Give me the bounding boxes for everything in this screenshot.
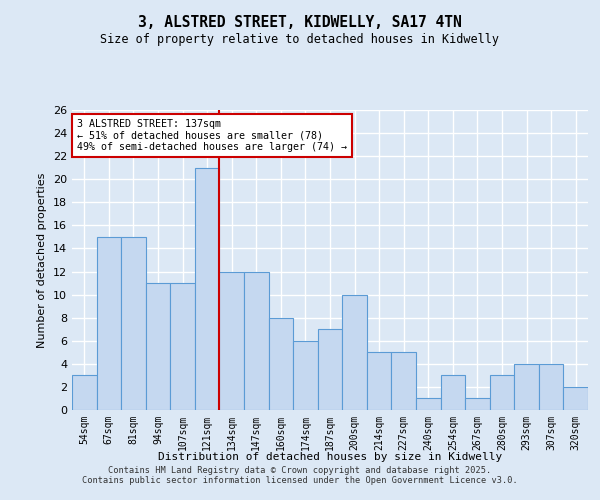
Bar [170, 283, 195, 410]
Bar [539, 364, 563, 410]
Text: Distribution of detached houses by size in Kidwelly: Distribution of detached houses by size … [158, 452, 502, 462]
Bar [146, 283, 170, 410]
Bar [97, 237, 121, 410]
Bar [318, 329, 342, 410]
Bar [391, 352, 416, 410]
Bar [269, 318, 293, 410]
Bar [367, 352, 391, 410]
Bar [293, 341, 318, 410]
Bar [72, 376, 97, 410]
Bar [563, 387, 588, 410]
Bar [244, 272, 269, 410]
Bar [490, 376, 514, 410]
Text: 3, ALSTRED STREET, KIDWELLY, SA17 4TN: 3, ALSTRED STREET, KIDWELLY, SA17 4TN [138, 15, 462, 30]
Bar [465, 398, 490, 410]
Bar [440, 376, 465, 410]
Bar [220, 272, 244, 410]
Bar [121, 237, 146, 410]
Bar [514, 364, 539, 410]
Bar [416, 398, 440, 410]
Y-axis label: Number of detached properties: Number of detached properties [37, 172, 47, 348]
Text: Size of property relative to detached houses in Kidwelly: Size of property relative to detached ho… [101, 32, 499, 46]
Bar [195, 168, 220, 410]
Text: 3 ALSTRED STREET: 137sqm
← 51% of detached houses are smaller (78)
49% of semi-d: 3 ALSTRED STREET: 137sqm ← 51% of detach… [77, 119, 347, 152]
Bar [342, 294, 367, 410]
Text: Contains HM Land Registry data © Crown copyright and database right 2025.
Contai: Contains HM Land Registry data © Crown c… [82, 466, 518, 485]
